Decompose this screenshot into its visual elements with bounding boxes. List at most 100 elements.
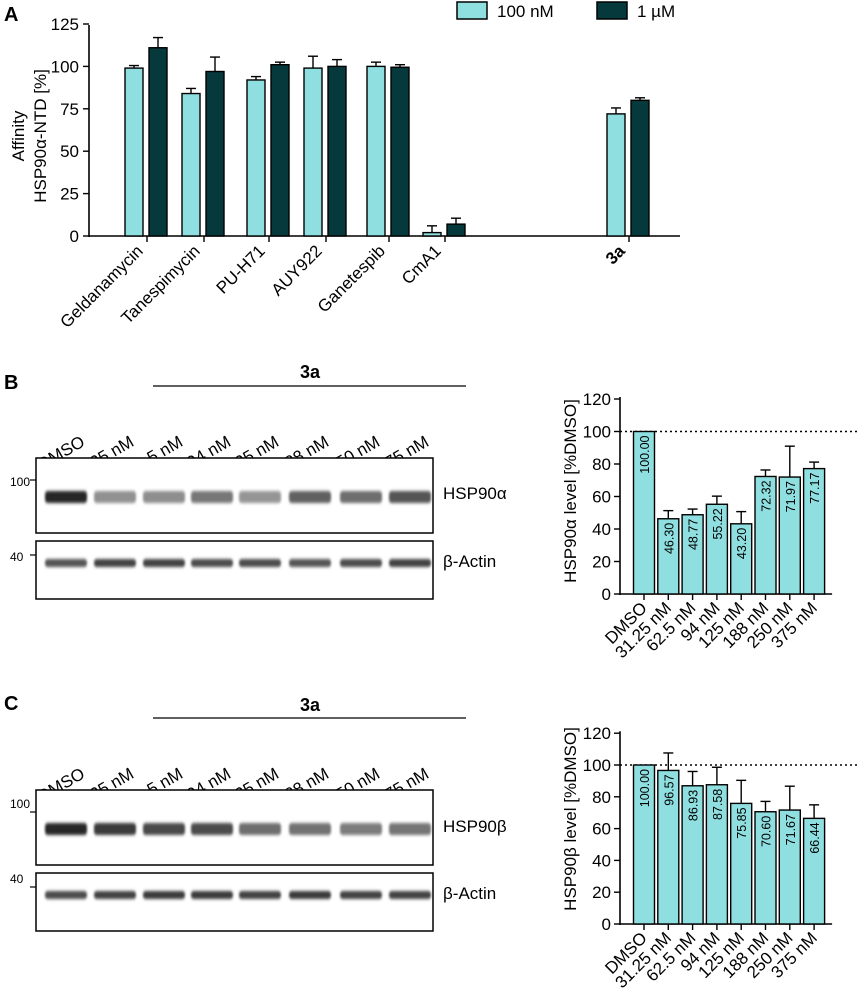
loading-band bbox=[94, 891, 136, 899]
bar-value-label: 77.17 bbox=[808, 473, 822, 504]
western-blot-hsp90b: 3a 100 40 HSP90β β-Actin DMSO31.25 nM62.… bbox=[10, 695, 507, 932]
bar-value-label: 100.00 bbox=[638, 769, 652, 807]
loading-band bbox=[389, 559, 431, 567]
treatment-label: 3a bbox=[300, 695, 321, 715]
bar bbox=[303, 67, 323, 237]
y-tick-label: 20 bbox=[592, 553, 611, 572]
y-tick-label: 75 bbox=[60, 100, 79, 119]
y-tick-label: 125 bbox=[51, 15, 79, 34]
loading-band bbox=[45, 891, 87, 899]
target-band bbox=[45, 491, 87, 503]
legend-label-100nm: 100 nM bbox=[497, 2, 554, 21]
x-tick-label: Ganetespib bbox=[314, 241, 389, 316]
legend-swatch-1um bbox=[596, 1, 628, 20]
bar-value-label: 71.97 bbox=[784, 481, 798, 512]
bar bbox=[606, 113, 626, 237]
y-tick-label: 80 bbox=[592, 455, 611, 474]
target-band bbox=[191, 823, 233, 835]
y-tick-label: 0 bbox=[602, 915, 611, 934]
y-tick-label: 100 bbox=[583, 756, 611, 775]
y-tick-label: 40 bbox=[592, 520, 611, 539]
y-tick-label: 60 bbox=[592, 820, 611, 839]
loading-band bbox=[340, 891, 382, 899]
bar-value-label: 43.20 bbox=[735, 528, 749, 559]
target-band bbox=[143, 491, 185, 503]
western-blot-hsp90a: 3a 100 40 HSP90α β-Actin DMSO31.25 nM62.… bbox=[10, 362, 507, 600]
bar bbox=[366, 65, 386, 237]
loading-blot-box bbox=[35, 540, 434, 600]
loading-band bbox=[340, 559, 382, 567]
panel-label-b: B bbox=[4, 372, 18, 394]
bar-value-label: 72.32 bbox=[760, 480, 774, 511]
panel-label-c: C bbox=[4, 693, 18, 715]
bar-value-label: 71.67 bbox=[784, 814, 798, 845]
marker-40: 40 bbox=[10, 550, 24, 564]
y-tick-label: 0 bbox=[70, 227, 79, 246]
bar bbox=[270, 64, 290, 237]
target-band bbox=[239, 823, 281, 835]
loading-band bbox=[191, 891, 233, 899]
bar-value-label: 100.00 bbox=[638, 435, 652, 473]
y-tick-label: 100 bbox=[51, 57, 79, 76]
y-tick-label: 120 bbox=[583, 390, 611, 409]
target-protein-label: HSP90β bbox=[443, 817, 507, 836]
y-tick-label: 60 bbox=[592, 488, 611, 507]
y-tick-label: 120 bbox=[583, 724, 611, 743]
target-band bbox=[289, 491, 331, 503]
y-axis-label: HSP90α level [%DMSO] bbox=[561, 399, 580, 583]
bar bbox=[205, 70, 225, 237]
legend-label-1um: 1 µM bbox=[637, 2, 675, 21]
loading-band bbox=[191, 559, 233, 567]
hsp90b-level-bar-chart: HSP90β level [%DMSO] 0 20 40 60 80 100 120 100.… bbox=[561, 724, 858, 992]
affinity-bar-chart: 100 nM 1 µM Affinity HSP90α-NTD [%] 0 25 5… bbox=[9, 1, 680, 332]
target-protein-label: HSP90α bbox=[443, 484, 507, 503]
legend-swatch-100nm bbox=[456, 1, 488, 20]
bar bbox=[630, 99, 650, 237]
bar bbox=[446, 223, 466, 237]
target-band bbox=[94, 823, 136, 835]
x-tick-label: CmA1 bbox=[398, 241, 445, 288]
bar bbox=[390, 66, 410, 237]
target-band bbox=[389, 491, 431, 503]
x-tick-label: 3a bbox=[602, 241, 629, 268]
target-band bbox=[389, 823, 431, 835]
bar bbox=[327, 65, 347, 237]
loading-control-label: β-Actin bbox=[443, 884, 496, 903]
loading-band bbox=[289, 891, 331, 899]
bar-value-label: 66.44 bbox=[808, 822, 822, 853]
marker-40: 40 bbox=[10, 872, 24, 886]
loading-band bbox=[143, 891, 185, 899]
bar-value-label: 75.85 bbox=[735, 807, 749, 838]
target-band bbox=[340, 823, 382, 835]
y-axis-label-line-2: HSP90α-NTD [%] bbox=[31, 69, 50, 203]
y-axis-label-line-1: Affinity bbox=[9, 110, 28, 161]
bar-value-label: 55.22 bbox=[711, 508, 725, 539]
bar bbox=[422, 231, 442, 237]
loading-control-label: β-Actin bbox=[443, 552, 496, 571]
x-tick-label: AUY922 bbox=[268, 241, 326, 299]
loading-band bbox=[94, 559, 136, 567]
y-tick-label: 100 bbox=[583, 423, 611, 442]
bar-value-label: 48.77 bbox=[687, 519, 701, 550]
y-tick-label: 0 bbox=[602, 585, 611, 604]
marker-100: 100 bbox=[10, 475, 30, 489]
loading-band bbox=[143, 559, 185, 567]
treatment-label: 3a bbox=[300, 362, 321, 382]
target-band bbox=[191, 491, 233, 503]
bar bbox=[246, 79, 266, 237]
loading-blot-box bbox=[35, 872, 434, 932]
target-band bbox=[143, 823, 185, 835]
bar-value-label: 46.30 bbox=[662, 523, 676, 554]
x-tick-label: PU-H71 bbox=[213, 241, 269, 297]
y-tick-label: 80 bbox=[592, 788, 611, 807]
legend: 100 nM 1 µM bbox=[456, 1, 675, 21]
bar-value-label: 70.60 bbox=[760, 816, 774, 847]
bar-value-label: 86.93 bbox=[687, 790, 701, 821]
y-tick-label: 40 bbox=[592, 851, 611, 870]
y-tick-label: 25 bbox=[60, 185, 79, 204]
target-band bbox=[239, 491, 281, 503]
marker-100: 100 bbox=[10, 797, 30, 811]
y-axis-label: HSP90β level [%DMSO] bbox=[561, 727, 580, 911]
loading-band bbox=[239, 559, 281, 567]
